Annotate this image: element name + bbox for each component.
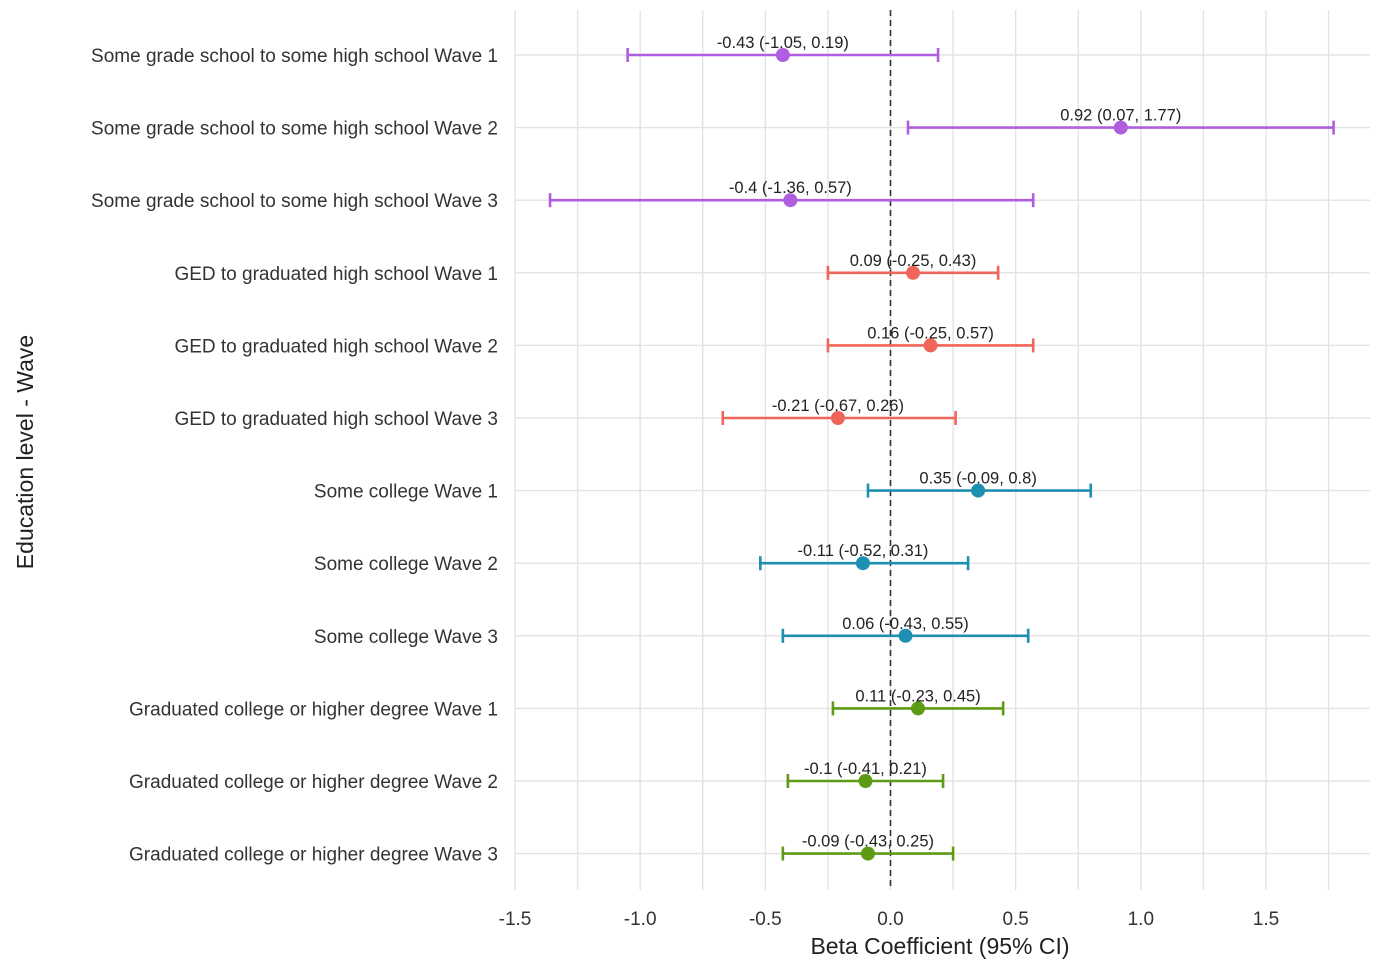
y-category-label: GED to graduated high school Wave 2: [174, 336, 498, 357]
estimate-annotation: 0.11 (-0.23, 0.45): [855, 687, 980, 705]
estimate-point: [775, 48, 790, 62]
estimate-annotation: -0.4 (-1.36, 0.57): [729, 179, 852, 197]
estimate-point: [858, 774, 873, 788]
y-category-label: Graduated college or higher degree Wave …: [129, 699, 498, 720]
x-tick-label: 0.0: [877, 909, 903, 930]
x-tick-label: -1.0: [624, 909, 657, 930]
y-category-label: Some grade school to some high school Wa…: [91, 191, 498, 212]
x-tick-label: -1.5: [499, 909, 532, 930]
x-axis-title: Beta Coefficient (95% CI): [810, 933, 1069, 959]
y-category-label: Some grade school to some high school Wa…: [91, 46, 498, 67]
y-category-label: GED to graduated high school Wave 1: [174, 264, 498, 285]
estimate-annotation: 0.92 (0.07, 1.77): [1060, 107, 1181, 125]
estimate-annotation: -0.09 (-0.43, 0.25): [802, 833, 934, 851]
x-tick-label: 1.5: [1253, 909, 1279, 930]
estimate-point: [855, 556, 870, 571]
estimate-point: [1113, 120, 1128, 135]
estimate-point: [906, 265, 921, 280]
estimate-point: [830, 411, 845, 425]
estimate-annotation: -0.11 (-0.52, 0.31): [798, 542, 929, 560]
estimate-annotation: 0.35 (-0.09, 0.8): [919, 470, 1036, 488]
y-category-label: GED to graduated high school Wave 3: [174, 409, 498, 430]
estimate-annotation: 0.06 (-0.43, 0.55): [842, 615, 969, 633]
x-tick-label: -0.5: [749, 909, 782, 930]
labels-layer: -1.5 -1.0 -0.5 0.0 0.5 1.0 1.5 Some grade schoo…: [91, 34, 1279, 930]
estimate-point: [783, 193, 798, 208]
x-tick-label: 1.0: [1128, 909, 1154, 930]
estimate-annotation: -0.21 (-0.67, 0.26): [772, 397, 904, 415]
estimate-annotation: -0.1 (-0.41, 0.21): [804, 760, 927, 778]
estimate-annotation: -0.43 (-1.05, 0.19): [717, 34, 849, 52]
y-category-label: Some college Wave 2: [314, 554, 498, 575]
y-category-label: Some college Wave 1: [314, 482, 498, 503]
y-category-label: Graduated college or higher degree Wave …: [129, 772, 498, 793]
estimate-point: [898, 628, 913, 643]
estimate-point: [971, 483, 986, 498]
estimate-point: [860, 846, 875, 861]
estimate-annotation: 0.16 (-0.25, 0.57): [867, 324, 994, 342]
y-axis-title: Education level - Wave: [12, 335, 38, 569]
x-tick-label: 0.5: [1002, 909, 1028, 930]
y-category-label: Some grade school to some high school Wa…: [91, 119, 498, 140]
marks-layer: [548, 48, 1335, 861]
y-category-label: Graduated college or higher degree Wave …: [129, 845, 498, 866]
grid-layer: [514, 10, 1370, 890]
y-category-label: Some college Wave 3: [314, 627, 498, 648]
estimate-point: [923, 338, 938, 353]
estimate-annotation: 0.09 (-0.25, 0.43): [850, 252, 977, 270]
estimate-point: [911, 701, 926, 716]
